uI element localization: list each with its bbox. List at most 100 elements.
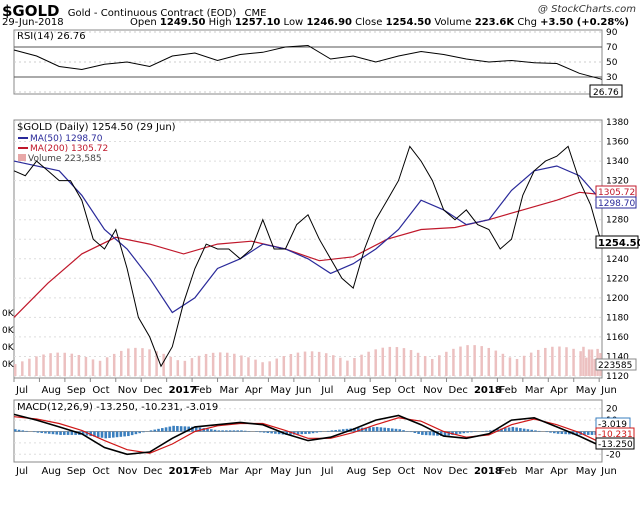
macd-histogram-bar	[55, 431, 59, 435]
volume-bar	[409, 350, 413, 376]
volume-bar	[240, 355, 243, 376]
macd-histogram-bar	[194, 426, 198, 432]
volume-bar	[77, 354, 81, 376]
volume-bar	[120, 350, 123, 376]
macd-histogram-bar	[285, 431, 288, 435]
macd-histogram-bar	[206, 428, 209, 432]
x-tick-label: Oct	[92, 385, 109, 396]
price-tick-label: 1140	[606, 352, 629, 362]
volume-bar	[339, 357, 342, 376]
macd-histogram-bar	[522, 428, 526, 432]
macd-histogram-bar	[262, 431, 266, 433]
x-tick-label: Apr	[550, 466, 568, 477]
macd-signal-line	[13, 416, 603, 454]
ma50-value-label: 1298.70	[598, 199, 635, 209]
macd-histogram-bar	[455, 431, 458, 435]
volume-bar	[590, 349, 594, 376]
volume-bar	[155, 351, 158, 376]
volume-bar	[70, 353, 74, 376]
macd-histogram-bar	[583, 431, 586, 435]
volume-bar	[416, 352, 420, 376]
volume-bar	[487, 347, 491, 376]
volume-value-box	[595, 358, 637, 371]
volume-bar	[402, 348, 406, 376]
macd-histogram-bar	[458, 431, 462, 434]
macd-histogram-bar	[259, 431, 262, 433]
macd-histogram-bar	[115, 431, 119, 438]
volume-bar	[430, 358, 434, 376]
x-tick-label: Aug	[41, 466, 61, 477]
volume-bar	[317, 351, 321, 376]
volume-bar	[551, 346, 554, 376]
macd-line	[13, 413, 603, 456]
ma200-line	[13, 191, 603, 318]
macd-histogram-bar	[232, 430, 236, 432]
chart-title: $GOLD Gold - Continuous Contract (EOD) C…	[2, 2, 266, 20]
volume-bar	[572, 348, 575, 376]
ma50-value-box	[595, 196, 637, 209]
macd-histogram-bar	[289, 431, 292, 435]
macd-histogram-bar	[553, 431, 556, 434]
volume-bar	[438, 355, 441, 376]
chg-label: Chg	[517, 17, 537, 28]
price-tick-label: 1180	[606, 313, 629, 323]
macd-histogram-bar	[534, 430, 537, 432]
macd-histogram-bar	[424, 431, 428, 436]
macd-histogram-bar	[168, 426, 172, 432]
macd-histogram-bar	[364, 427, 368, 432]
macd-histogram-bar	[198, 427, 202, 432]
volume-bar	[544, 347, 547, 376]
x-tick-label: Jul	[15, 466, 28, 477]
macd-histogram-bar	[387, 428, 390, 432]
x-tick-label: Mar	[220, 385, 240, 396]
x-tick-label: Apr	[245, 466, 263, 477]
rsi-value-label: 26.76	[593, 88, 619, 98]
x-tick-label: Jun	[295, 385, 312, 396]
volume-bar	[367, 351, 370, 376]
macd-histogram-bar	[372, 427, 375, 432]
volume-bar	[508, 357, 512, 376]
macd-histogram-bar	[161, 428, 164, 432]
price-tick-label: 1160	[606, 333, 629, 343]
rsi-line	[13, 44, 603, 80]
volume-bar	[494, 350, 498, 376]
volume-legend-swatch	[18, 154, 26, 161]
volume-bar	[282, 356, 286, 376]
macd-histogram-bar	[308, 431, 311, 434]
macd-histogram-bar	[21, 430, 25, 432]
price-tick-label: 1360	[606, 138, 629, 148]
hist-value-label: -3.019	[598, 420, 627, 430]
macd-histogram-bar	[575, 431, 579, 435]
price-tick-label: 1340	[606, 157, 629, 167]
volume-bar	[324, 353, 328, 376]
macd-histogram-bar	[96, 431, 100, 438]
volume-bar	[529, 352, 533, 376]
macd-histogram-bar	[176, 425, 179, 432]
volume-bar	[445, 351, 448, 376]
macd-histogram-bar	[93, 431, 96, 437]
volume-bar	[183, 360, 187, 376]
x-tick-label: May	[270, 466, 291, 477]
macd-histogram-bar	[228, 430, 232, 432]
volume-bar	[98, 360, 102, 376]
rsi-gridlines	[14, 31, 602, 93]
ma50-line	[13, 160, 603, 314]
macd-histogram-bar	[240, 430, 243, 432]
x-tick-label: Jun	[295, 466, 312, 477]
x-tick-label: Jul	[320, 466, 333, 477]
macd-histogram-bar	[44, 431, 47, 434]
macd-histogram-bar	[157, 428, 160, 432]
macd-histogram-bar	[341, 429, 345, 432]
x-tick-label: Oct	[398, 466, 415, 477]
volume-bar	[587, 349, 591, 376]
x-tick-label: Dec	[449, 385, 468, 396]
macd-histogram-bar	[127, 431, 130, 437]
macd-histogram-bar	[515, 427, 518, 432]
volume-bar	[254, 359, 257, 376]
open-label: Open	[130, 17, 157, 28]
price-tick-label: 1120	[606, 372, 629, 382]
macd-histogram-bar	[330, 430, 334, 432]
ohlc-summary: Open 1249.50 High 1257.10 Low 1246.90 Cl…	[130, 17, 629, 28]
volume-label: Volume	[434, 17, 472, 28]
price-tick-label: 1240	[606, 255, 629, 265]
